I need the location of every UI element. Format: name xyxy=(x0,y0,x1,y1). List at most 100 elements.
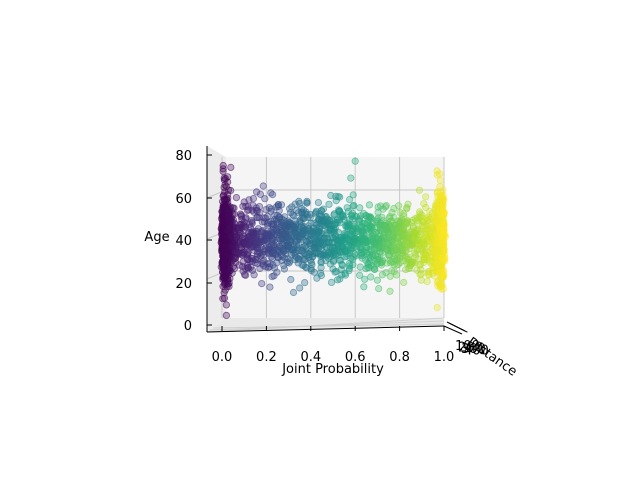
scatter-point xyxy=(385,251,393,259)
scatter-point xyxy=(279,230,287,238)
scatter-point xyxy=(420,256,428,264)
scatter-point xyxy=(222,183,230,191)
x-tick-label: 0.0 xyxy=(212,350,233,365)
scatter-point xyxy=(337,265,345,274)
scatter-point xyxy=(335,248,343,256)
scatter-point xyxy=(344,207,352,215)
scatter-point xyxy=(356,263,364,271)
scatter-point xyxy=(347,174,355,182)
scatter-point xyxy=(420,240,428,248)
scatter-point xyxy=(327,278,336,286)
scatter-point xyxy=(219,161,227,170)
scatter-point xyxy=(389,231,397,239)
scatter-point xyxy=(292,230,300,238)
scatter-point xyxy=(367,273,375,281)
scatter-point xyxy=(433,246,441,254)
scatter-point xyxy=(361,275,369,283)
back-pane xyxy=(226,157,444,318)
scatter-point xyxy=(435,170,444,178)
scatter-point xyxy=(433,278,441,286)
scatter-point xyxy=(422,233,430,241)
scatter-point xyxy=(329,265,337,273)
scatter-point xyxy=(365,254,373,262)
scatter-point xyxy=(266,283,274,291)
scatter-point xyxy=(378,271,386,279)
scatter-point xyxy=(320,221,329,229)
scatter-point xyxy=(300,255,308,263)
scatter-point xyxy=(229,242,237,250)
scatter-point xyxy=(355,271,364,279)
scatter-point xyxy=(421,227,429,235)
scatter-point xyxy=(219,167,227,175)
scatter-point xyxy=(437,192,445,201)
scatter-point xyxy=(374,208,382,216)
scatter-point xyxy=(299,224,307,232)
scatter-point xyxy=(336,275,344,283)
scatter-point xyxy=(417,276,425,284)
scatter-point xyxy=(220,263,228,271)
scatter-point xyxy=(330,211,338,219)
scatter-point xyxy=(435,262,443,270)
scatter-point xyxy=(222,311,230,319)
scatter-point xyxy=(330,228,338,236)
z-grid-line xyxy=(212,323,445,329)
scatter-point xyxy=(261,195,269,203)
scatter-point xyxy=(338,261,347,270)
scatter-point xyxy=(258,233,266,241)
scatter-point xyxy=(314,216,323,224)
scatter-point xyxy=(438,237,446,246)
scatter-point xyxy=(410,249,418,257)
scatter-point xyxy=(218,221,227,229)
scatter-point xyxy=(343,219,352,227)
y-tick-label: 0 xyxy=(184,319,192,334)
scatter-point xyxy=(400,278,408,287)
scatter-point xyxy=(352,252,360,260)
scatter-point xyxy=(345,196,354,204)
scatter-point xyxy=(294,255,303,263)
scatter-point xyxy=(365,263,373,272)
scatter-point xyxy=(296,284,304,292)
scatter-point xyxy=(225,212,233,220)
scatter-point xyxy=(227,163,235,171)
scatter-point xyxy=(265,243,273,251)
scatter-point xyxy=(412,237,420,245)
scatter-point xyxy=(433,303,441,312)
scatter-point xyxy=(366,241,375,249)
scatter-point xyxy=(360,283,368,291)
x-axis-label: Joint Probability xyxy=(281,362,384,377)
scatter-point xyxy=(390,221,398,229)
scatter-point xyxy=(341,253,349,261)
z-axis-line xyxy=(443,325,463,335)
scatter-point xyxy=(365,248,373,256)
scatter-point xyxy=(273,227,281,235)
scatter-point xyxy=(253,252,261,260)
scatter-point xyxy=(275,213,283,221)
scatter-point xyxy=(286,237,295,245)
scatter-point xyxy=(284,255,292,263)
scatter-point xyxy=(386,256,394,264)
scatter-point xyxy=(309,252,317,260)
scatter-point xyxy=(273,246,282,254)
scatter-point xyxy=(409,258,417,267)
scatter-point xyxy=(222,301,230,309)
scatter-point xyxy=(304,214,312,222)
scatter-point xyxy=(358,249,366,257)
scatter-point xyxy=(373,276,381,284)
scatter-point xyxy=(263,220,271,228)
scatter-point xyxy=(317,207,326,215)
scatter-point xyxy=(280,265,288,273)
x-tick-label: 0.8 xyxy=(389,350,410,365)
scatter-point xyxy=(415,186,424,194)
scatter-point xyxy=(388,217,396,225)
scatter-point xyxy=(377,258,385,267)
scatter-point xyxy=(393,248,402,256)
x-tick-label: 1.0 xyxy=(434,350,455,365)
scatter-point xyxy=(375,248,384,256)
scatter-point xyxy=(372,228,380,236)
scatter-point xyxy=(327,191,335,200)
scatter-point xyxy=(384,241,392,250)
scatter-point xyxy=(296,199,304,208)
x-axis-ticks: 0.0 0.2 0.4 0.6 0.8 1.0 xyxy=(212,326,455,365)
scatter-point xyxy=(423,277,431,286)
